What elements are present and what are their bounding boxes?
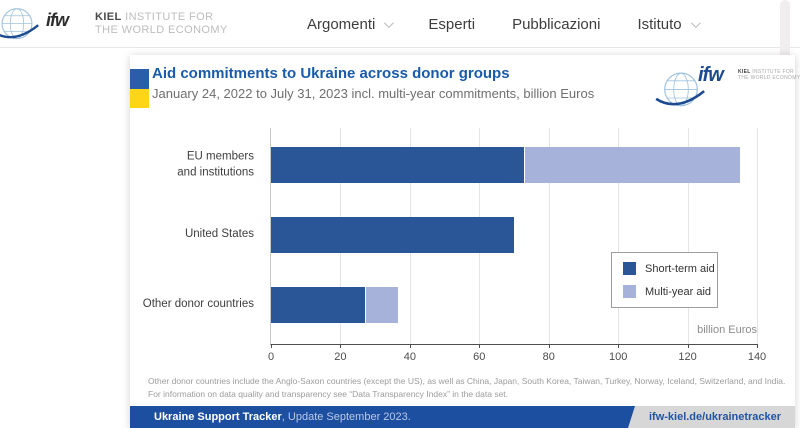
x-tick-label: 80 [542, 351, 555, 363]
x-tick [757, 344, 758, 348]
site-header: ifw KIEL INSTITUTE FOR THE WORLD ECONOMY… [0, 0, 800, 48]
flag-blue [130, 69, 149, 89]
x-tick-label: 20 [334, 351, 347, 363]
chart-subtitle: January 24, 2022 to July 31, 2023 incl. … [152, 86, 595, 101]
header-logo[interactable]: ifw KIEL INSTITUTE FOR THE WORLD ECONOMY [0, 0, 230, 48]
x-tick [548, 344, 550, 348]
category-label: EU members and institutions [177, 150, 254, 178]
nav-item-pubblicazioni[interactable]: Pubblicazioni [512, 16, 600, 33]
globe-icon [655, 72, 705, 107]
chart-footnote: Other donor countries include the Anglo-… [148, 376, 786, 399]
bar-short-term-aid [271, 147, 525, 183]
chevron-down-icon [690, 17, 701, 28]
x-tick-label: 60 [473, 351, 486, 363]
legend-item: Multi-year aid [623, 285, 711, 298]
logo-economy: THE WORLD ECONOMY [95, 24, 228, 36]
category-axis: EU members and institutions United States O… [130, 128, 262, 345]
x-tick-label: 120 [678, 351, 697, 363]
legend-item: Short-term aid [623, 262, 715, 275]
main-nav: Argomenti Esperti Pubblicazioni Istituto [307, 0, 701, 48]
legend-label: Short-term aid [645, 262, 715, 275]
source-bar: Ukraine Support Tracker, Update Septembe… [130, 406, 795, 428]
gridline [687, 128, 689, 344]
logo-wordmark: KIEL INSTITUTE FOR THE WORLD ECONOMY [738, 69, 800, 81]
gridline [618, 128, 620, 344]
scrollbar-thumb[interactable] [780, 0, 790, 78]
logo-kiel: KIEL [738, 69, 751, 75]
x-tick [271, 344, 272, 348]
source-name: Ukraine Support Tracker [154, 411, 282, 423]
x-tick [618, 344, 620, 348]
plot-area: 0 20 40 60 80 100 120 140 [268, 128, 766, 363]
nav-item-istituto[interactable]: Istituto [637, 15, 701, 33]
nav-label: Esperti [428, 15, 476, 33]
x-tick [409, 344, 411, 348]
logo-institute: INSTITUTE FOR [125, 11, 214, 23]
logo-institute: INSTITUTE FOR [752, 69, 794, 75]
x-tick [340, 344, 342, 348]
bar-multi-year-aid [364, 287, 398, 323]
ifw-kiel-logo: ifw KIEL INSTITUTE FOR THE WORLD ECONOMY [650, 58, 800, 116]
gridline [548, 128, 550, 344]
logo-economy: THE WORLD ECONOMY [738, 75, 800, 81]
legend-swatch [623, 285, 636, 298]
ukraine-flag-icon [130, 69, 149, 108]
gridline [757, 128, 758, 344]
logo-kiel: KIEL [95, 11, 122, 23]
nav-label: Argomenti [307, 15, 376, 33]
source-text: Ukraine Support Tracker, Update Septembe… [130, 406, 635, 428]
logo-ifw-mark: ifw [698, 64, 724, 86]
logo-ifw-mark: ifw [46, 10, 69, 30]
axis-unit-label: billion Euros [697, 324, 757, 336]
logo-wordmark: KIEL INSTITUTE FOR THE WORLD ECONOMY [95, 11, 228, 37]
legend: Short-term aid Multi-year aid [611, 252, 718, 308]
category-label: United States [184, 228, 254, 241]
chevron-down-icon [384, 17, 395, 28]
x-tick-label: 140 [747, 351, 767, 363]
globe-icon [0, 8, 39, 40]
chart-title: Aid commitments to Ukraine across donor … [152, 65, 510, 82]
bar-short-term-aid [271, 287, 365, 323]
bar-short-term-aid [271, 217, 514, 253]
x-tick [687, 344, 689, 348]
source-update: , Update September 2023. [281, 411, 411, 423]
legend-label: Multi-year aid [645, 285, 712, 298]
legend-swatch [623, 262, 636, 275]
x-tick-label: 0 [267, 351, 275, 363]
category-label: Other donor countries [142, 298, 254, 311]
nav-label: Istituto [637, 15, 682, 33]
tracker-url[interactable]: ifw-kiel.de/ukrainetracker [648, 411, 782, 423]
bar-multi-year-aid [524, 147, 740, 183]
x-tick-label: 100 [608, 351, 628, 363]
nav-item-esperti[interactable]: Esperti [428, 16, 475, 33]
x-tick-label: 40 [403, 351, 416, 363]
chart-card: Aid commitments to Ukraine across donor … [130, 55, 800, 428]
flag-yellow [130, 89, 149, 108]
nav-label: Pubblicazioni [512, 15, 601, 33]
x-tick [479, 344, 481, 348]
nav-item-argomenti[interactable]: Argomenti [307, 15, 395, 33]
